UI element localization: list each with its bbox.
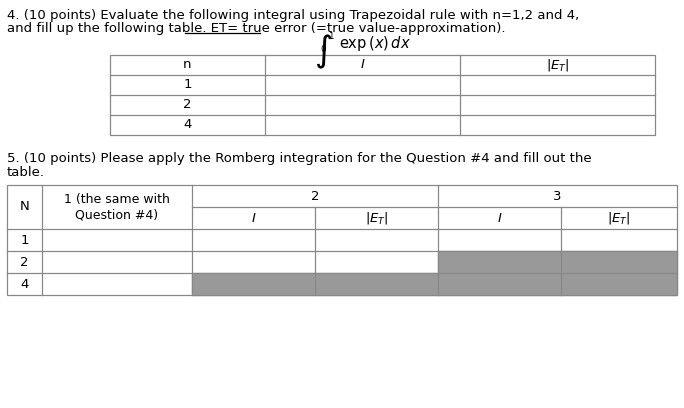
Text: $I$: $I$: [251, 211, 256, 224]
Text: 5. (10 points) Please apply the Romberg integration for the Question #4 and fill: 5. (10 points) Please apply the Romberg …: [7, 152, 592, 165]
Text: table.: table.: [7, 166, 45, 179]
Text: 3: 3: [553, 189, 562, 202]
Text: N: N: [20, 200, 29, 213]
Text: $|E_T|$: $|E_T|$: [607, 210, 631, 226]
Text: 4: 4: [183, 118, 192, 131]
Text: $\mathrm{exp}\,(x)\,dx$: $\mathrm{exp}\,(x)\,dx$: [339, 34, 411, 53]
Bar: [192, 273, 677, 295]
Text: 4. (10 points) Evaluate the following integral using Trapezoidal rule with n=1,2: 4. (10 points) Evaluate the following in…: [7, 9, 579, 22]
Text: 4: 4: [21, 277, 29, 290]
Text: 2: 2: [183, 98, 192, 111]
Text: $|E_T|$: $|E_T|$: [365, 210, 389, 226]
Text: and fill up the following table. ET= true error (=true value-approximation).: and fill up the following table. ET= tru…: [7, 22, 505, 35]
Bar: [438, 251, 677, 273]
Bar: [110, 55, 655, 135]
Text: 1: 1: [21, 233, 29, 246]
Text: $I$: $I$: [360, 58, 365, 71]
Text: $^1$: $^1$: [328, 32, 335, 45]
Text: $|E_T|$: $|E_T|$: [546, 57, 569, 73]
Bar: [7, 185, 677, 295]
Text: n: n: [183, 58, 192, 71]
Text: $\int$: $\int$: [314, 33, 332, 71]
Text: 2: 2: [311, 189, 319, 202]
Text: 1: 1: [183, 78, 192, 91]
Text: $I$: $I$: [497, 211, 502, 224]
Text: $_0$: $_0$: [320, 42, 327, 55]
Text: 1 (the same with
Question #4): 1 (the same with Question #4): [64, 193, 170, 222]
Text: 2: 2: [21, 255, 29, 268]
